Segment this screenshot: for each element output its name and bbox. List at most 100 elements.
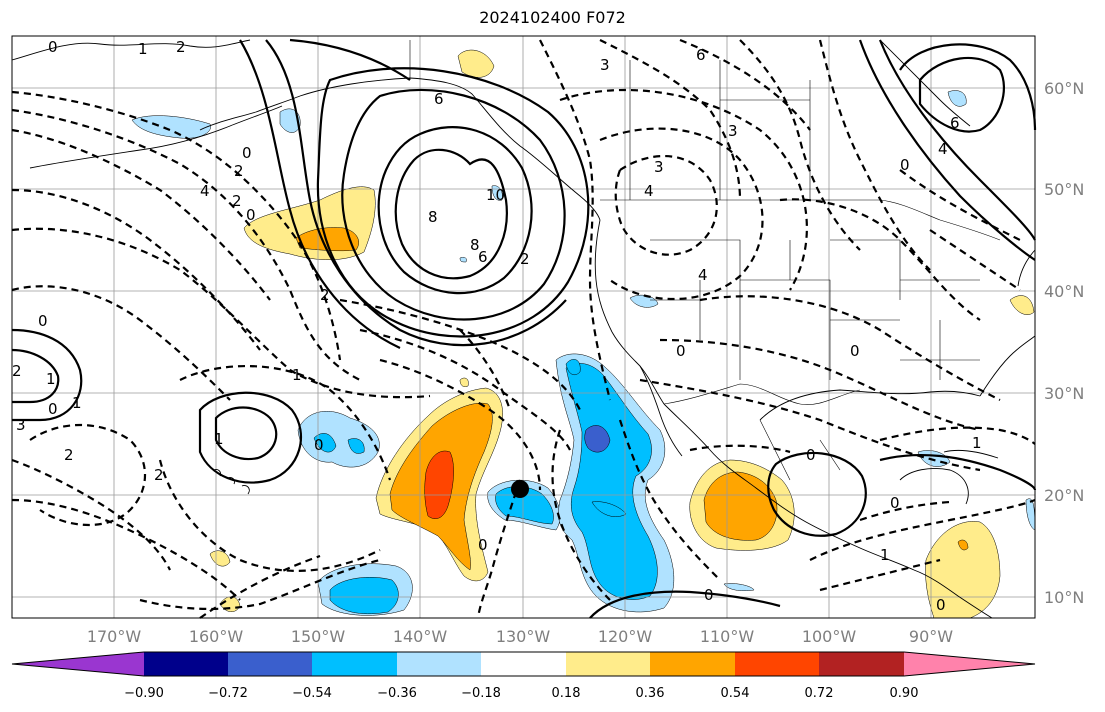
coast-mexico-west (663, 403, 915, 571)
lat-label-50: 50°N (1044, 180, 1084, 199)
shade-ne-pacific-blue2 (347, 438, 365, 454)
colorbar-segment-4 (397, 652, 481, 676)
contours (11, 38, 1037, 619)
contour-solid-5 (289, 38, 411, 81)
contour-dash-mid-3 (339, 298, 581, 411)
shade-east-coast-yellow (1009, 295, 1035, 315)
contour-label-37: 0 (936, 596, 946, 614)
contour-dash-2 (11, 108, 361, 381)
contour-solid-se (879, 453, 1037, 491)
contour-dash-mid-9 (819, 558, 941, 592)
colorbar-outline (11, 651, 1036, 677)
lon-label-140: 140°W (393, 627, 448, 646)
contour-solid-west-2 (11, 348, 60, 404)
contour-solid-7 (239, 39, 401, 349)
longitude-labels: 170°W 160°W 150°W 140°W 130°W 120°W 110°… (87, 627, 953, 646)
contour-labels: 0 1 2 4 2 0 0 6 8 10 8 6 2 3 4 3 6 3 4 0… (12, 38, 982, 614)
contour-dash-mid-6 (618, 419, 721, 581)
contour-label-21: 2 (320, 286, 330, 304)
contour-dash-us-2 (599, 39, 742, 201)
coast-florida (979, 335, 1036, 397)
colorbar-tick-2: −0.72 (208, 686, 248, 701)
contour-label-28: 0 (314, 436, 324, 454)
contour-label-5: 2 (234, 162, 244, 180)
coast-east (1017, 249, 1036, 287)
coast-central-america (913, 569, 993, 619)
contour-label-44: 4 (938, 140, 948, 158)
contour-dash-mid-11 (879, 426, 1036, 445)
border-canada-provinces (629, 60, 811, 200)
colorbar-segment-1 (144, 652, 228, 676)
colorbar-tick-5: −0.18 (461, 686, 501, 701)
coastlines (11, 39, 1036, 619)
contour-label-3: 2 (176, 38, 186, 56)
contour-dash-11 (158, 459, 381, 573)
coast-yucatan (899, 468, 969, 505)
contour-label-10: 10 (486, 186, 505, 204)
contour-dash-13 (199, 554, 321, 619)
contour-label-12: 6 (478, 248, 488, 266)
contour-dash-us-11 (659, 338, 981, 432)
coast-bc-washington (594, 219, 613, 333)
shade-se-lightblue (723, 583, 755, 591)
graticule (12, 36, 1035, 618)
shade-mexico-blue2 (565, 359, 581, 375)
coast-cuba (943, 449, 999, 459)
lon-label-160: 160°W (189, 627, 244, 646)
contour-solid-mexico (767, 451, 867, 537)
contour-label-25: 2 (12, 362, 22, 380)
contour-dash-mid-1 (379, 358, 542, 491)
contour-label-27: 0 (48, 400, 58, 418)
colorbar-tick-4: −0.36 (377, 686, 417, 701)
contour-dash-mid-4 (476, 479, 522, 619)
contour-dash-us-4 (599, 127, 764, 301)
shade-gulf-lightblue (279, 108, 301, 133)
shade-mexico-orange (703, 471, 778, 541)
contour-dash-1 (11, 90, 342, 361)
contour-dash-12 (139, 558, 381, 611)
shade-mexico-blue3 (591, 501, 627, 517)
colorbar-extend-min (12, 652, 144, 676)
contour-label-29: 1 (214, 430, 224, 448)
shade-south-blue (329, 577, 399, 615)
contour-dash-8 (11, 498, 241, 601)
contour-label-38: 3 (16, 416, 26, 434)
contour-solid-west-1 (11, 328, 83, 422)
contour-label-22: 1 (292, 366, 302, 384)
contour-solid-south-1 (589, 590, 781, 619)
shade-central-america-yellow (925, 521, 1001, 619)
contour-dash-6 (11, 285, 231, 401)
contour-label-13: 2 (520, 250, 530, 268)
colorbar-segment-5 (481, 652, 566, 676)
shade-central-america-orange (957, 539, 969, 551)
contour-dash-10 (179, 364, 392, 481)
map-panel: 0 1 2 4 2 0 0 6 8 10 8 6 2 3 4 3 6 3 4 0… (11, 35, 1037, 619)
shade-pacific-red (424, 450, 454, 519)
contour-dash-3 (11, 128, 271, 301)
lon-label-130: 130°W (496, 627, 551, 646)
colorbar-tick-3: −0.54 (292, 686, 332, 701)
contour-label-43: 6 (950, 114, 960, 132)
contour-label-34: 0 (704, 586, 714, 604)
contour-label-24: 1 (46, 370, 56, 388)
lat-label-20: 20°N (1044, 486, 1084, 505)
contour-label-16: 3 (654, 158, 664, 176)
contour-label-8: 6 (434, 90, 444, 108)
contour-dash-us-9 (779, 198, 981, 321)
contour-label-23: 0 (38, 312, 48, 330)
lon-label-120: 120°W (598, 627, 653, 646)
contour-dash-us-3 (614, 154, 718, 256)
shade-bering-lightblue (131, 115, 211, 139)
coast-gulf-of-mexico (759, 389, 981, 421)
map-frame (11, 35, 1036, 619)
coast-aleutians (29, 105, 283, 169)
colorbar-segment-8 (735, 652, 819, 676)
contour-label-15: 4 (644, 182, 654, 200)
coast-hudson (879, 39, 971, 127)
colorbar-tick-7: 0.36 (636, 686, 665, 701)
contour-label-39: 1 (972, 434, 982, 452)
contour-solid-ne-2 (899, 43, 1037, 131)
contour-dash-mid-12 (459, 329, 512, 411)
contour-dash-mid-5 (551, 429, 611, 601)
